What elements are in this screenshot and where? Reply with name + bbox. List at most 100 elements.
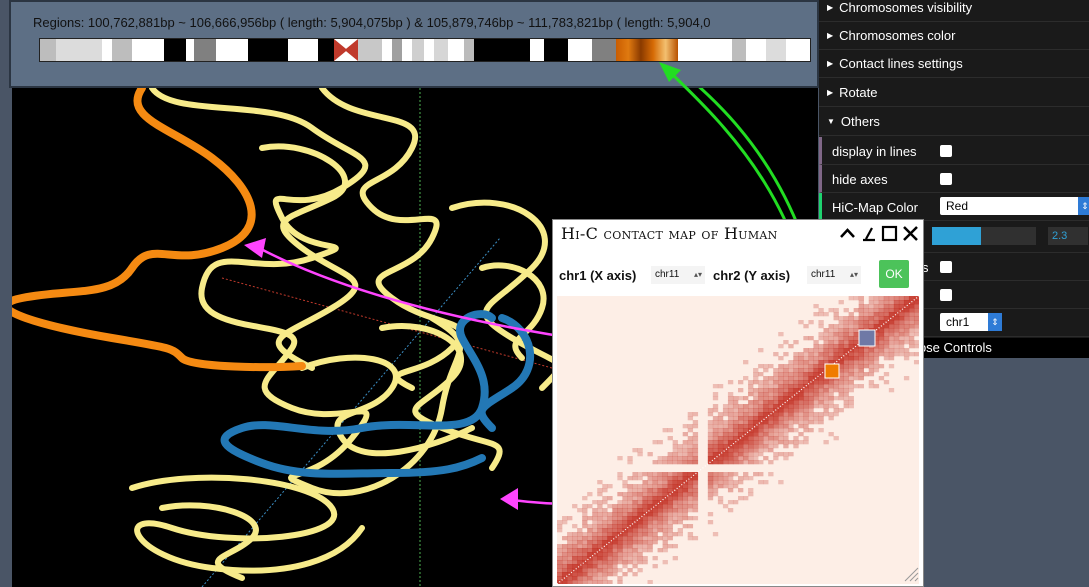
hic-map-color-select[interactable]: Red ⇕ bbox=[940, 197, 1089, 215]
heatmap-cell bbox=[557, 520, 563, 525]
heatmap-cell bbox=[788, 392, 794, 397]
heatmap-cell bbox=[707, 408, 714, 413]
heatmap-cell bbox=[823, 360, 829, 365]
heatmap-cell bbox=[602, 540, 608, 545]
heatmap-cell bbox=[627, 540, 633, 545]
heatmap-cell bbox=[753, 428, 759, 433]
heatmap-cell bbox=[632, 548, 638, 553]
heatmap-cell bbox=[803, 428, 809, 433]
heatmap-cell bbox=[783, 432, 789, 437]
heatmap-cell bbox=[562, 520, 568, 525]
heatmap-cell bbox=[793, 352, 799, 357]
collapse-icon[interactable] bbox=[839, 225, 856, 242]
heatmap-cell bbox=[682, 432, 689, 437]
heatmap-cell bbox=[853, 368, 859, 373]
chromosome-ideogram[interactable] bbox=[39, 38, 811, 62]
heatmap-cell bbox=[642, 512, 648, 517]
heatmap-cell bbox=[727, 408, 734, 413]
hic-heatmap[interactable] bbox=[557, 296, 919, 584]
display-in-lines-checkbox[interactable] bbox=[940, 145, 952, 157]
heatmap-cell bbox=[758, 404, 764, 409]
heatmap-cell bbox=[732, 448, 739, 453]
heatmap-cell bbox=[818, 380, 824, 385]
heatmap-cell bbox=[592, 524, 598, 529]
partial-label: s bbox=[922, 260, 929, 275]
heatmap-cell bbox=[758, 396, 764, 401]
heatmap-cell bbox=[843, 348, 849, 353]
maximize-icon[interactable] bbox=[881, 225, 898, 242]
resize-handle-icon[interactable] bbox=[903, 566, 919, 582]
heatmap-cell bbox=[903, 316, 910, 321]
heatmap-cell bbox=[898, 340, 905, 345]
slider-number-input[interactable]: 2.3 bbox=[1048, 227, 1088, 245]
folder-others[interactable]: ▼ Others bbox=[819, 108, 1089, 136]
heatmap-cell bbox=[743, 448, 749, 453]
heatmap-cell bbox=[622, 492, 628, 497]
heatmap-cell bbox=[677, 484, 683, 489]
pin-icon[interactable] bbox=[860, 225, 877, 242]
heatmap-cell bbox=[803, 416, 809, 421]
heatmap-cell bbox=[838, 364, 844, 369]
heatmap-cell bbox=[883, 300, 890, 305]
folder-rotate[interactable]: ▶ Rotate bbox=[819, 79, 1089, 107]
heatmap-cell bbox=[788, 428, 794, 433]
heatmap-cell bbox=[768, 396, 774, 401]
heatmap-cell bbox=[748, 388, 754, 393]
chromosome-select[interactable]: chr1 ⇕ bbox=[940, 313, 1002, 331]
heatmap-cell bbox=[667, 500, 673, 505]
folder-chromosomes-visibility[interactable]: ▶ Chromosomes visibility bbox=[819, 0, 1089, 22]
heatmap-cell bbox=[803, 376, 809, 381]
heatmap-cell bbox=[622, 508, 628, 513]
heatmap-cell bbox=[798, 400, 804, 405]
heatmap-cell bbox=[793, 368, 799, 373]
heatmap-cell bbox=[888, 316, 895, 321]
heatmap-cell bbox=[602, 568, 608, 573]
folder-chromosomes-color[interactable]: ▶ Chromosomes color bbox=[819, 22, 1089, 50]
heatmap-cell bbox=[592, 516, 598, 521]
heatmap-cell bbox=[858, 356, 864, 361]
heatmap-cell bbox=[883, 324, 890, 329]
heatmap-cell bbox=[793, 384, 799, 389]
chr1-select[interactable]: chr11 ▴▾ bbox=[651, 266, 705, 284]
heatmap-cell bbox=[607, 504, 613, 509]
heatmap-cell bbox=[903, 312, 910, 317]
heatmap-cell bbox=[727, 412, 734, 417]
highlighted-region[interactable] bbox=[616, 39, 678, 61]
heatmap-cell bbox=[577, 548, 583, 553]
heatmap-cell bbox=[682, 440, 689, 445]
heatmap-cell bbox=[808, 416, 814, 421]
toggle-checkbox-b[interactable] bbox=[940, 289, 952, 301]
heatmap-cell bbox=[858, 296, 864, 301]
heatmap-cell bbox=[597, 552, 603, 557]
value-slider[interactable] bbox=[932, 227, 1036, 245]
heatmap-cell bbox=[773, 380, 779, 385]
heatmap-cell bbox=[898, 344, 905, 349]
toggle-checkbox-a[interactable] bbox=[940, 261, 952, 273]
heatmap-cell bbox=[753, 392, 759, 397]
heatmap-cell bbox=[652, 564, 658, 569]
heatmap-cell bbox=[592, 548, 598, 553]
heatmap-cell bbox=[687, 536, 694, 541]
heatmap-cell bbox=[868, 384, 875, 389]
heatmap-cell bbox=[632, 536, 638, 541]
ok-button[interactable]: OK bbox=[879, 260, 909, 288]
heatmap-cell bbox=[843, 364, 849, 369]
heatmap-cell bbox=[707, 428, 714, 433]
heatmap-cell bbox=[878, 328, 885, 333]
heatmap-cell bbox=[662, 480, 668, 485]
heatmap-cell bbox=[798, 412, 804, 417]
heatmap-cell bbox=[903, 356, 910, 361]
heatmap-cell bbox=[562, 580, 568, 584]
close-icon[interactable] bbox=[902, 225, 919, 242]
folder-contact-lines-settings[interactable]: ▶ Contact lines settings bbox=[819, 50, 1089, 78]
heatmap-cell bbox=[717, 480, 724, 485]
heatmap-cell bbox=[637, 552, 643, 557]
chr2-select[interactable]: chr11 ▴▾ bbox=[807, 266, 861, 284]
heatmap-cell bbox=[692, 440, 699, 445]
heatmap-cell bbox=[652, 508, 658, 513]
hic-contact-map-window[interactable]: Hi-C contact map of Human chr1 (X axis) … bbox=[552, 219, 924, 587]
heatmap-cell bbox=[828, 412, 834, 417]
heatmap-cell bbox=[858, 364, 864, 369]
folder-label: Rotate bbox=[839, 85, 878, 100]
hide-axes-checkbox[interactable] bbox=[940, 173, 952, 185]
